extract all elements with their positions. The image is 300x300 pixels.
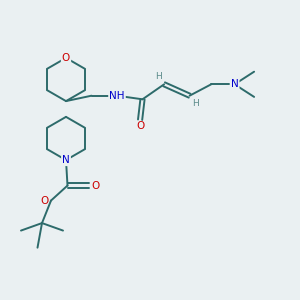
Text: H: H [155, 72, 162, 81]
Text: O: O [92, 181, 100, 190]
Text: O: O [40, 196, 49, 206]
Text: O: O [136, 121, 144, 131]
Text: NH: NH [109, 91, 125, 101]
Text: H: H [192, 99, 199, 108]
Text: N: N [62, 155, 70, 165]
Text: O: O [62, 53, 70, 63]
Text: N: N [231, 79, 239, 89]
